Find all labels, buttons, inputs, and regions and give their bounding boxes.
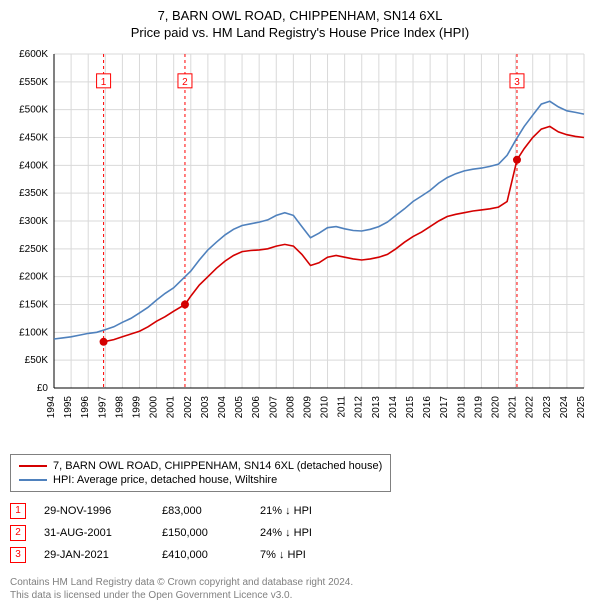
svg-text:1994: 1994 bbox=[46, 395, 57, 418]
svg-text:£0: £0 bbox=[37, 383, 49, 394]
svg-text:2015: 2015 bbox=[405, 395, 416, 418]
svg-text:2013: 2013 bbox=[371, 395, 382, 418]
svg-text:2024: 2024 bbox=[559, 395, 570, 418]
svg-text:1996: 1996 bbox=[80, 395, 91, 418]
svg-text:1999: 1999 bbox=[131, 395, 142, 418]
svg-text:2008: 2008 bbox=[285, 395, 296, 418]
event-price: £410,000 bbox=[162, 549, 242, 561]
event-row: 2 31-AUG-2001 £150,000 24% ↓ HPI bbox=[10, 522, 590, 544]
events-table: 1 29-NOV-1996 £83,000 21% ↓ HPI 2 31-AUG-2001… bbox=[10, 500, 590, 566]
svg-text:£450K: £450K bbox=[19, 132, 48, 143]
event-diff: 24% ↓ HPI bbox=[260, 527, 360, 539]
svg-text:1997: 1997 bbox=[97, 395, 108, 418]
legend: 7, BARN OWL ROAD, CHIPPENHAM, SN14 6XL (… bbox=[10, 454, 391, 492]
svg-text:£550K: £550K bbox=[19, 77, 48, 88]
svg-text:2002: 2002 bbox=[183, 395, 194, 418]
chart-title-block: 7, BARN OWL ROAD, CHIPPENHAM, SN14 6XL P… bbox=[10, 8, 590, 42]
event-date: 31-AUG-2001 bbox=[44, 527, 144, 539]
svg-text:2019: 2019 bbox=[473, 395, 484, 418]
svg-text:£350K: £350K bbox=[19, 188, 48, 199]
svg-text:2007: 2007 bbox=[268, 395, 279, 418]
svg-text:£200K: £200K bbox=[19, 271, 48, 282]
legend-swatch bbox=[19, 465, 47, 467]
event-diff: 21% ↓ HPI bbox=[260, 505, 360, 517]
svg-text:2020: 2020 bbox=[491, 395, 502, 418]
svg-text:2005: 2005 bbox=[234, 395, 245, 418]
attribution: Contains HM Land Registry data © Crown c… bbox=[10, 576, 590, 602]
svg-text:2017: 2017 bbox=[439, 395, 450, 418]
event-diff: 7% ↓ HPI bbox=[260, 549, 360, 561]
legend-row: 7, BARN OWL ROAD, CHIPPENHAM, SN14 6XL (… bbox=[19, 459, 382, 473]
event-number-box: 3 bbox=[10, 547, 26, 563]
svg-text:2025: 2025 bbox=[576, 395, 587, 418]
svg-text:£100K: £100K bbox=[19, 327, 48, 338]
svg-text:2018: 2018 bbox=[456, 395, 467, 418]
title-line2: Price paid vs. HM Land Registry's House … bbox=[10, 25, 590, 42]
svg-text:2010: 2010 bbox=[320, 395, 331, 418]
legend-row: HPI: Average price, detached house, Wilt… bbox=[19, 473, 382, 487]
event-row: 3 29-JAN-2021 £410,000 7% ↓ HPI bbox=[10, 544, 590, 566]
svg-text:2023: 2023 bbox=[542, 395, 553, 418]
svg-text:£150K: £150K bbox=[19, 299, 48, 310]
svg-text:£600K: £600K bbox=[19, 49, 48, 60]
event-number-box: 1 bbox=[10, 503, 26, 519]
attribution-line1: Contains HM Land Registry data © Crown c… bbox=[10, 576, 590, 589]
svg-text:1: 1 bbox=[101, 77, 107, 88]
event-date: 29-NOV-1996 bbox=[44, 505, 144, 517]
svg-text:2009: 2009 bbox=[302, 395, 313, 418]
svg-text:2011: 2011 bbox=[337, 395, 348, 417]
svg-text:2006: 2006 bbox=[251, 395, 262, 418]
attribution-line2: This data is licensed under the Open Gov… bbox=[10, 589, 590, 602]
svg-text:2: 2 bbox=[182, 77, 188, 88]
svg-text:£500K: £500K bbox=[19, 104, 48, 115]
svg-text:2004: 2004 bbox=[217, 395, 228, 418]
event-date: 29-JAN-2021 bbox=[44, 549, 144, 561]
event-number-box: 2 bbox=[10, 525, 26, 541]
svg-text:2012: 2012 bbox=[354, 395, 365, 418]
legend-swatch bbox=[19, 479, 47, 481]
chart: £0 £50K £100K £150K £200K £250K £300K £350K £400… bbox=[10, 48, 590, 448]
event-row: 1 29-NOV-1996 £83,000 21% ↓ HPI bbox=[10, 500, 590, 522]
svg-text:2000: 2000 bbox=[149, 395, 160, 418]
svg-text:1998: 1998 bbox=[114, 395, 125, 418]
svg-text:£250K: £250K bbox=[19, 244, 48, 255]
svg-text:3: 3 bbox=[514, 77, 520, 88]
svg-text:2001: 2001 bbox=[166, 395, 177, 418]
svg-text:2014: 2014 bbox=[388, 395, 399, 418]
svg-text:2003: 2003 bbox=[200, 395, 211, 418]
svg-text:£300K: £300K bbox=[19, 216, 48, 227]
svg-text:1995: 1995 bbox=[63, 395, 74, 418]
page-container: 7, BARN OWL ROAD, CHIPPENHAM, SN14 6XL P… bbox=[0, 0, 600, 612]
svg-text:2016: 2016 bbox=[422, 395, 433, 418]
svg-text:2022: 2022 bbox=[525, 395, 536, 418]
event-price: £150,000 bbox=[162, 527, 242, 539]
legend-label: 7, BARN OWL ROAD, CHIPPENHAM, SN14 6XL (… bbox=[53, 460, 382, 472]
svg-text:2021: 2021 bbox=[508, 395, 519, 418]
svg-text:£50K: £50K bbox=[25, 355, 49, 366]
event-price: £83,000 bbox=[162, 505, 242, 517]
chart-svg: £0 £50K £100K £150K £200K £250K £300K £350K £400… bbox=[10, 48, 590, 448]
title-line1: 7, BARN OWL ROAD, CHIPPENHAM, SN14 6XL bbox=[10, 8, 590, 25]
legend-label: HPI: Average price, detached house, Wilt… bbox=[53, 474, 277, 486]
svg-text:£400K: £400K bbox=[19, 160, 48, 171]
